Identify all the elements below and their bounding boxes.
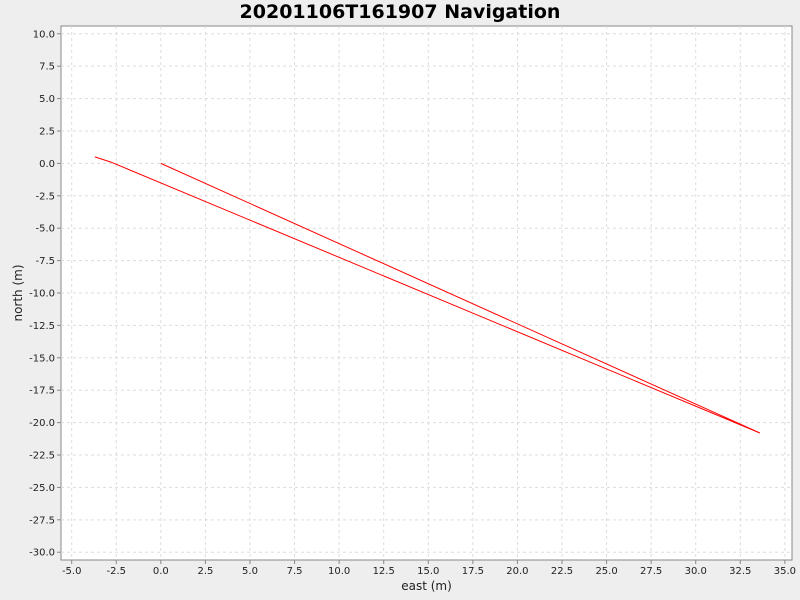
x-tick-label: -5.0 <box>62 566 82 577</box>
y-tick-label: -17.5 <box>29 386 55 397</box>
y-tick-label: -7.5 <box>35 256 55 267</box>
y-tick-label: -27.5 <box>29 515 55 526</box>
y-tick-label: -12.5 <box>29 321 55 332</box>
y-axis-title: north (m) <box>11 264 25 321</box>
x-tick-label: 30.0 <box>685 566 707 577</box>
y-tick-label: 0.0 <box>39 159 55 170</box>
x-tick-label: 22.5 <box>551 566 573 577</box>
x-tick-label: 5.0 <box>242 566 258 577</box>
axes: -5.0 -2.5 0.0 2.5 5.0 7.5 10.0 12.5 15.0 17.5 20.0… <box>29 29 796 577</box>
y-tick-label: 7.5 <box>39 62 55 73</box>
y-tick-label: -10.0 <box>29 289 55 300</box>
y-tick-label: -25.0 <box>29 483 55 494</box>
x-tick-label: 20.0 <box>506 566 528 577</box>
series-line <box>94 156 761 434</box>
y-tick-label: -5.0 <box>35 224 55 235</box>
y-tick-label: -2.5 <box>35 191 55 202</box>
x-axis-title: east (m) <box>401 579 452 593</box>
x-tick-label: 0.0 <box>153 566 169 577</box>
series-layer <box>94 156 761 434</box>
grid-lines <box>61 26 792 560</box>
x-tick-label: 17.5 <box>462 566 484 577</box>
x-tick-label: 32.5 <box>729 566 751 577</box>
y-tick-label: -22.5 <box>29 451 55 462</box>
x-tick-label: 15.0 <box>417 566 439 577</box>
y-tick-label: 10.0 <box>33 29 55 40</box>
chart-title: 20201106T161907 Navigation <box>239 1 561 23</box>
x-tick-label: 12.5 <box>373 566 395 577</box>
y-tick-label: 2.5 <box>39 126 55 137</box>
x-tick-label: 7.5 <box>287 566 303 577</box>
x-tick-label: -2.5 <box>107 566 127 577</box>
y-tick-label: 5.0 <box>39 94 55 105</box>
y-tick-label: -20.0 <box>29 418 55 429</box>
x-tick-label: 35.0 <box>774 566 796 577</box>
y-tick-label: -30.0 <box>29 548 55 559</box>
x-tick-label: 25.0 <box>595 566 617 577</box>
x-tick-label: 10.0 <box>328 566 350 577</box>
x-tick-label: 27.5 <box>640 566 662 577</box>
y-tick-label: -15.0 <box>29 353 55 364</box>
x-tick-label: 2.5 <box>197 566 213 577</box>
